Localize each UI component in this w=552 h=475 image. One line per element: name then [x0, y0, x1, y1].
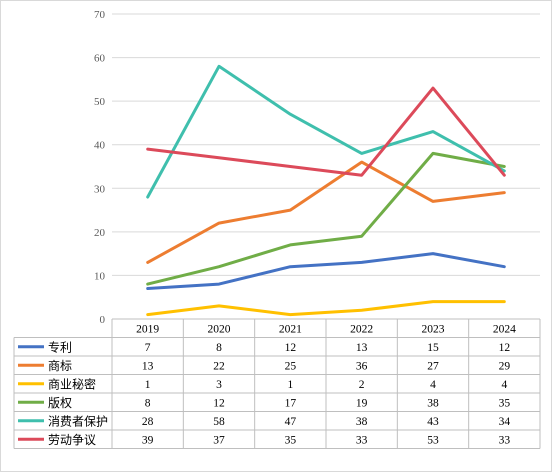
- data-label: 33: [356, 434, 368, 446]
- legend-label: 商业秘密: [48, 376, 96, 391]
- data-label: 12: [285, 342, 297, 354]
- data-label: 4: [430, 379, 436, 391]
- data-label: 33: [499, 434, 511, 446]
- legend-label: 商标: [48, 358, 72, 373]
- data-label: 8: [145, 397, 151, 409]
- data-label: 47: [285, 416, 297, 428]
- y-tick-label: 70: [94, 9, 106, 21]
- data-label: 39: [142, 434, 154, 446]
- data-label: 1: [287, 379, 293, 391]
- y-tick-label: 30: [94, 183, 106, 195]
- data-label: 22: [213, 360, 225, 372]
- data-label: 12: [213, 397, 225, 409]
- legend-label: 劳动争议: [48, 433, 96, 447]
- data-label: 19: [356, 397, 368, 409]
- data-label: 35: [285, 434, 297, 446]
- x-tick-label: 2019: [136, 324, 159, 336]
- data-label: 38: [427, 397, 439, 409]
- data-label: 43: [427, 416, 439, 428]
- y-tick-label: 0: [100, 314, 106, 326]
- data-label: 37: [213, 434, 225, 446]
- x-tick-label: 2020: [208, 324, 231, 336]
- data-label: 17: [285, 397, 297, 409]
- series-lines: [146, 64, 506, 317]
- data-label: 36: [356, 360, 368, 372]
- y-tick-label: 40: [94, 140, 106, 152]
- data-label: 25: [285, 360, 297, 372]
- data-label: 35: [499, 397, 511, 409]
- data-label: 15: [427, 342, 439, 354]
- x-tick-label: 2022: [350, 324, 373, 336]
- legend-label: 专利: [48, 339, 72, 354]
- data-label: 28: [142, 416, 154, 428]
- data-label: 2: [359, 379, 365, 391]
- data-label: 53: [427, 434, 439, 446]
- series-line: [146, 86, 506, 177]
- y-tick-label: 10: [94, 270, 106, 282]
- legend-label: 版权: [48, 396, 72, 410]
- y-tick-label: 50: [94, 96, 106, 108]
- watermark: 大数据说: [9, 455, 71, 469]
- legend-label: 消费者保护: [48, 414, 108, 428]
- series-line: [146, 160, 506, 264]
- x-tick-label: 2023: [422, 324, 445, 336]
- data-label: 3: [216, 379, 222, 391]
- wechat-icon: [9, 456, 25, 468]
- data-label: 29: [499, 360, 511, 372]
- data-label: 4: [501, 379, 507, 391]
- series-line: [146, 300, 506, 317]
- data-label: 58: [213, 416, 225, 428]
- series-line: [146, 252, 506, 290]
- data-label: 27: [427, 360, 439, 372]
- y-tick-label: 20: [94, 227, 106, 239]
- series-line: [146, 64, 506, 199]
- data-label: 13: [142, 360, 154, 372]
- watermark-text: 大数据说: [27, 455, 71, 469]
- series-line: [146, 151, 506, 286]
- data-label: 13: [356, 342, 368, 354]
- y-tick-label: 60: [94, 53, 106, 65]
- data-label: 7: [145, 342, 151, 354]
- x-tick-label: 2024: [493, 324, 516, 336]
- grid: [112, 13, 540, 276]
- data-label: 1: [145, 379, 151, 391]
- y-axis: 0 10 20 30 40 50 60 70: [94, 9, 106, 326]
- data-label: 34: [499, 416, 511, 428]
- data-label: 38: [356, 416, 368, 428]
- data-label: 12: [499, 342, 511, 354]
- x-tick-label: 2021: [279, 324, 302, 336]
- data-label: 8: [216, 342, 222, 354]
